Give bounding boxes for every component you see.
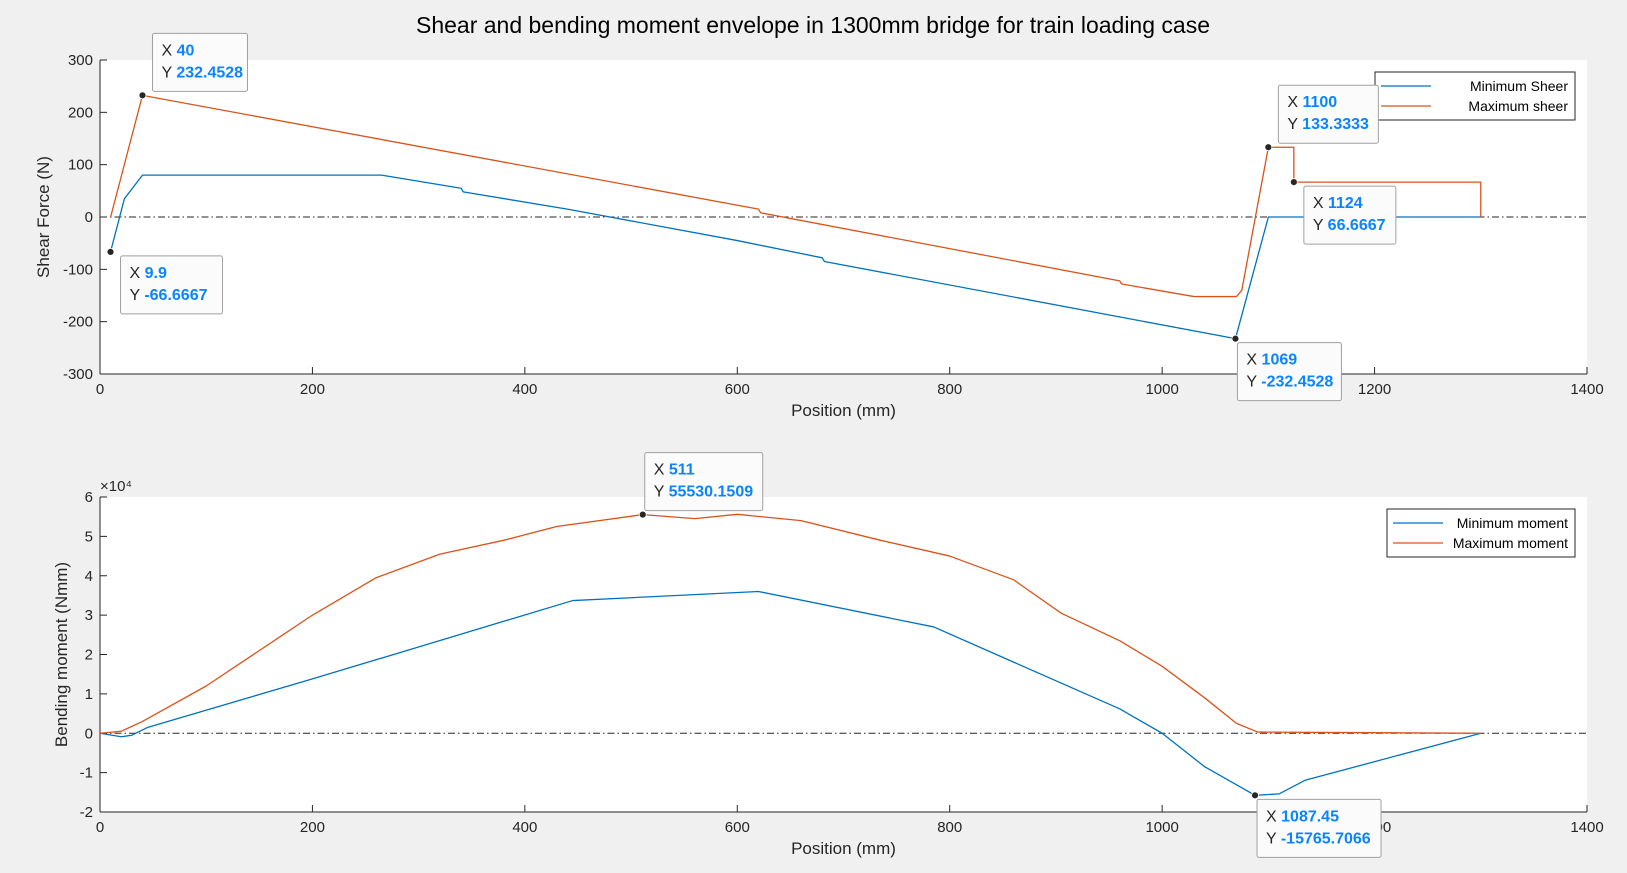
x-tick-label: 800: [937, 381, 962, 398]
shear-force-axes[interactable]: 0 200 400 600 800 1000 1200 1400 -300 -200 -100 0 10…: [34, 32, 1604, 420]
datatip-marker[interactable]: [1231, 334, 1240, 343]
datatip-y-text: Y -15765.7066: [1266, 830, 1371, 847]
datatip-marker[interactable]: [1251, 791, 1259, 800]
x-tick-label: 200: [300, 819, 325, 836]
y-tick-label: 4: [85, 568, 93, 585]
datatip-marker[interactable]: [638, 510, 647, 519]
y-tick-label: -1: [80, 765, 93, 782]
y-exponent-label: ×10⁴: [100, 478, 132, 495]
datatip-box: [1256, 798, 1382, 858]
x-tick-label: 400: [512, 381, 537, 398]
y-tick-label: 200: [68, 104, 93, 121]
legend-entry: Maximum sheer: [1468, 98, 1568, 114]
datatip-box: [120, 255, 224, 315]
datatip[interactable]: X 511 Y 55530.1509: [638, 452, 764, 519]
datatip-marker[interactable]: [1264, 143, 1273, 152]
legend[interactable]: Minimum Sheer Maximum sheer: [1374, 71, 1576, 121]
datatip-marker[interactable]: [138, 91, 147, 100]
datatip-y-text: Y -66.6667: [130, 287, 208, 304]
datatip[interactable]: X 1069 Y -232.4528: [1231, 334, 1342, 402]
y-tick-label: 1: [85, 686, 93, 703]
datatip-x-text: X 1124: [1313, 195, 1363, 212]
y-tick-label: 5: [85, 528, 93, 545]
datatip[interactable]: X 40 Y 232.4528: [138, 32, 248, 100]
figure-title: Shear and bending moment envelope in 130…: [416, 12, 1210, 38]
y-axis-label: Shear Force (N): [34, 156, 53, 278]
x-tick-label: 1400: [1570, 381, 1603, 398]
legend[interactable]: Minimum moment Maximum moment: [1386, 508, 1576, 558]
legend-entry: Minimum Sheer: [1470, 78, 1568, 94]
datatip-y-text: Y -232.4528: [1246, 374, 1333, 391]
x-tick-label: 1200: [1358, 381, 1391, 398]
datatip-y-text: Y 66.6667: [1313, 217, 1386, 234]
x-tick-label: 1000: [1145, 381, 1178, 398]
y-tick-label: -300: [63, 366, 93, 383]
y-tick-label: 300: [68, 52, 93, 69]
legend-entry: Maximum moment: [1453, 535, 1568, 551]
datatip[interactable]: X 1100 Y 133.3333: [1264, 84, 1379, 152]
y-tick-label: 3: [85, 607, 93, 624]
datatip-x-text: X 1100: [1287, 94, 1337, 111]
y-tick-label: 2: [85, 647, 93, 664]
datatip-box: [1303, 185, 1397, 245]
y-tick-label: 6: [85, 489, 93, 506]
datatip[interactable]: X 1087.45 Y -15765.7066: [1251, 791, 1382, 858]
datatip-y-text: Y 232.4528: [161, 64, 243, 81]
datatip-x-text: X 40: [161, 42, 194, 59]
datatip[interactable]: X 9.9 Y -66.6667: [106, 247, 224, 315]
x-tick-label: 1400: [1570, 819, 1603, 836]
x-axis-label: Position (mm): [791, 839, 896, 858]
datatip-y-text: Y 133.3333: [1287, 116, 1369, 133]
datatip-x-text: X 9.9: [130, 265, 167, 282]
datatip-x-text: X 1069: [1246, 352, 1297, 369]
x-tick-label: 0: [96, 381, 104, 398]
datatip-box: [1277, 84, 1379, 144]
x-tick-label: 800: [937, 819, 962, 836]
y-tick-label: 0: [85, 725, 93, 742]
plot-area: [100, 497, 1587, 812]
y-tick-label: -2: [80, 804, 93, 821]
x-tick-label: 400: [512, 819, 537, 836]
y-tick-label: 0: [85, 209, 93, 226]
x-tick-label: 1000: [1145, 819, 1178, 836]
y-tick-label: 100: [68, 157, 93, 174]
series-line-maximum[interactable]: [109, 94, 1482, 298]
x-tick-label: 0: [96, 819, 104, 836]
datatip-marker[interactable]: [1289, 178, 1298, 187]
datatip-marker[interactable]: [106, 247, 115, 256]
x-axis-label: Position (mm): [791, 401, 896, 420]
y-tick-label: -100: [63, 261, 93, 278]
x-tick-label: 600: [725, 381, 750, 398]
y-axis-label: Bending moment (Nmm): [52, 562, 71, 747]
datatip-box: [1236, 342, 1342, 402]
datatip-box: [644, 452, 764, 512]
datatip-y-text: Y 55530.1509: [654, 484, 753, 501]
datatip-x-text: X 511: [654, 462, 695, 479]
series-line-minimum[interactable]: [99, 590, 1481, 796]
x-tick-label: 600: [725, 819, 750, 836]
bending-moment-axes[interactable]: 0200400600800100012001400-2-10123456×10⁴…: [52, 452, 1604, 858]
legend-box: [1386, 508, 1576, 558]
x-tick-label: 200: [300, 381, 325, 398]
legend-entry: Minimum moment: [1457, 515, 1568, 531]
series-line-maximum[interactable]: [99, 513, 1481, 734]
datatip[interactable]: X 1124 Y 66.6667: [1289, 178, 1397, 245]
y-tick-label: -200: [63, 314, 93, 331]
datatip-box: [151, 32, 248, 92]
datatip-x-text: X 1087.45: [1266, 808, 1339, 825]
